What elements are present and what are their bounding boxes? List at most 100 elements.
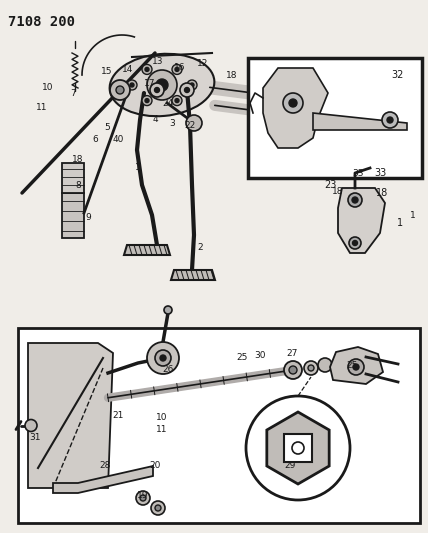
- Text: 28: 28: [99, 461, 111, 470]
- Bar: [248, 58, 422, 178]
- Ellipse shape: [110, 54, 214, 116]
- Text: 18: 18: [72, 156, 84, 165]
- Circle shape: [160, 355, 166, 361]
- Circle shape: [127, 80, 137, 90]
- Text: 1: 1: [397, 218, 403, 228]
- Text: 8: 8: [75, 181, 81, 190]
- Circle shape: [172, 64, 182, 75]
- Text: 12: 12: [197, 59, 209, 68]
- Circle shape: [155, 505, 161, 511]
- Polygon shape: [313, 113, 407, 130]
- Text: 18: 18: [226, 71, 238, 80]
- Bar: [62, 163, 84, 193]
- Text: 10: 10: [156, 414, 168, 423]
- Text: 11: 11: [156, 425, 168, 434]
- Circle shape: [318, 358, 332, 372]
- Circle shape: [175, 99, 179, 102]
- Polygon shape: [53, 466, 153, 493]
- Text: 14: 14: [122, 64, 134, 74]
- Text: 23: 23: [324, 180, 336, 190]
- Text: 10: 10: [42, 84, 54, 93]
- FancyArrowPatch shape: [210, 87, 319, 102]
- Circle shape: [352, 197, 358, 203]
- Circle shape: [184, 87, 190, 93]
- Text: 19: 19: [137, 490, 149, 499]
- Circle shape: [140, 495, 146, 501]
- Circle shape: [180, 83, 194, 97]
- Circle shape: [322, 107, 332, 117]
- Circle shape: [348, 193, 362, 207]
- Text: 31: 31: [29, 433, 41, 442]
- Text: 29: 29: [284, 461, 296, 470]
- Text: 1: 1: [410, 211, 416, 220]
- Circle shape: [172, 95, 182, 106]
- Text: 25: 25: [346, 360, 358, 369]
- Circle shape: [116, 86, 124, 94]
- Text: 33: 33: [374, 168, 386, 178]
- Circle shape: [292, 442, 304, 454]
- Circle shape: [155, 350, 171, 366]
- Circle shape: [313, 103, 321, 111]
- Circle shape: [142, 64, 152, 75]
- Circle shape: [25, 419, 37, 432]
- Text: 3: 3: [169, 118, 175, 127]
- Text: 17: 17: [144, 79, 156, 88]
- Circle shape: [155, 87, 160, 93]
- Text: 11: 11: [36, 103, 48, 112]
- Text: 30: 30: [254, 351, 266, 359]
- Text: 26: 26: [162, 366, 174, 375]
- Circle shape: [164, 306, 172, 314]
- Text: 21: 21: [112, 410, 124, 419]
- Text: 1: 1: [135, 164, 141, 173]
- Text: 5: 5: [104, 124, 110, 133]
- Circle shape: [147, 342, 179, 374]
- Polygon shape: [284, 434, 312, 462]
- Circle shape: [307, 97, 327, 117]
- Text: 16: 16: [174, 62, 186, 71]
- Polygon shape: [330, 347, 383, 384]
- Circle shape: [136, 491, 150, 505]
- Text: 7108 200: 7108 200: [8, 15, 75, 29]
- Text: 4: 4: [152, 116, 158, 125]
- Circle shape: [187, 80, 197, 90]
- Text: 33: 33: [352, 168, 364, 177]
- Circle shape: [151, 501, 165, 515]
- Circle shape: [147, 70, 177, 100]
- Circle shape: [156, 79, 168, 91]
- Circle shape: [190, 83, 194, 87]
- Bar: [18, 328, 420, 523]
- Polygon shape: [28, 343, 113, 488]
- Circle shape: [110, 80, 130, 100]
- Text: 7: 7: [70, 88, 76, 98]
- Circle shape: [308, 365, 314, 371]
- Circle shape: [246, 396, 350, 500]
- Text: 18: 18: [376, 188, 388, 198]
- Polygon shape: [124, 245, 170, 255]
- Circle shape: [289, 366, 297, 374]
- Text: 6: 6: [92, 135, 98, 144]
- Circle shape: [349, 237, 361, 249]
- Circle shape: [283, 93, 303, 113]
- Polygon shape: [338, 188, 385, 253]
- Text: 2: 2: [197, 244, 203, 253]
- Text: 18: 18: [332, 187, 344, 196]
- Circle shape: [175, 67, 179, 71]
- Circle shape: [150, 83, 164, 97]
- Circle shape: [289, 99, 297, 107]
- Text: 20: 20: [149, 461, 160, 470]
- Bar: [62, 193, 84, 238]
- Text: 40: 40: [112, 135, 124, 144]
- Circle shape: [142, 95, 152, 106]
- Text: 9: 9: [85, 213, 91, 222]
- Circle shape: [353, 364, 359, 370]
- Polygon shape: [263, 68, 328, 148]
- Text: 27: 27: [286, 349, 298, 358]
- Circle shape: [348, 359, 364, 375]
- Circle shape: [145, 99, 149, 102]
- Circle shape: [382, 112, 398, 128]
- Polygon shape: [267, 412, 329, 484]
- Circle shape: [353, 240, 357, 246]
- FancyArrowPatch shape: [215, 106, 324, 119]
- Circle shape: [315, 100, 339, 124]
- Text: 25: 25: [236, 353, 248, 362]
